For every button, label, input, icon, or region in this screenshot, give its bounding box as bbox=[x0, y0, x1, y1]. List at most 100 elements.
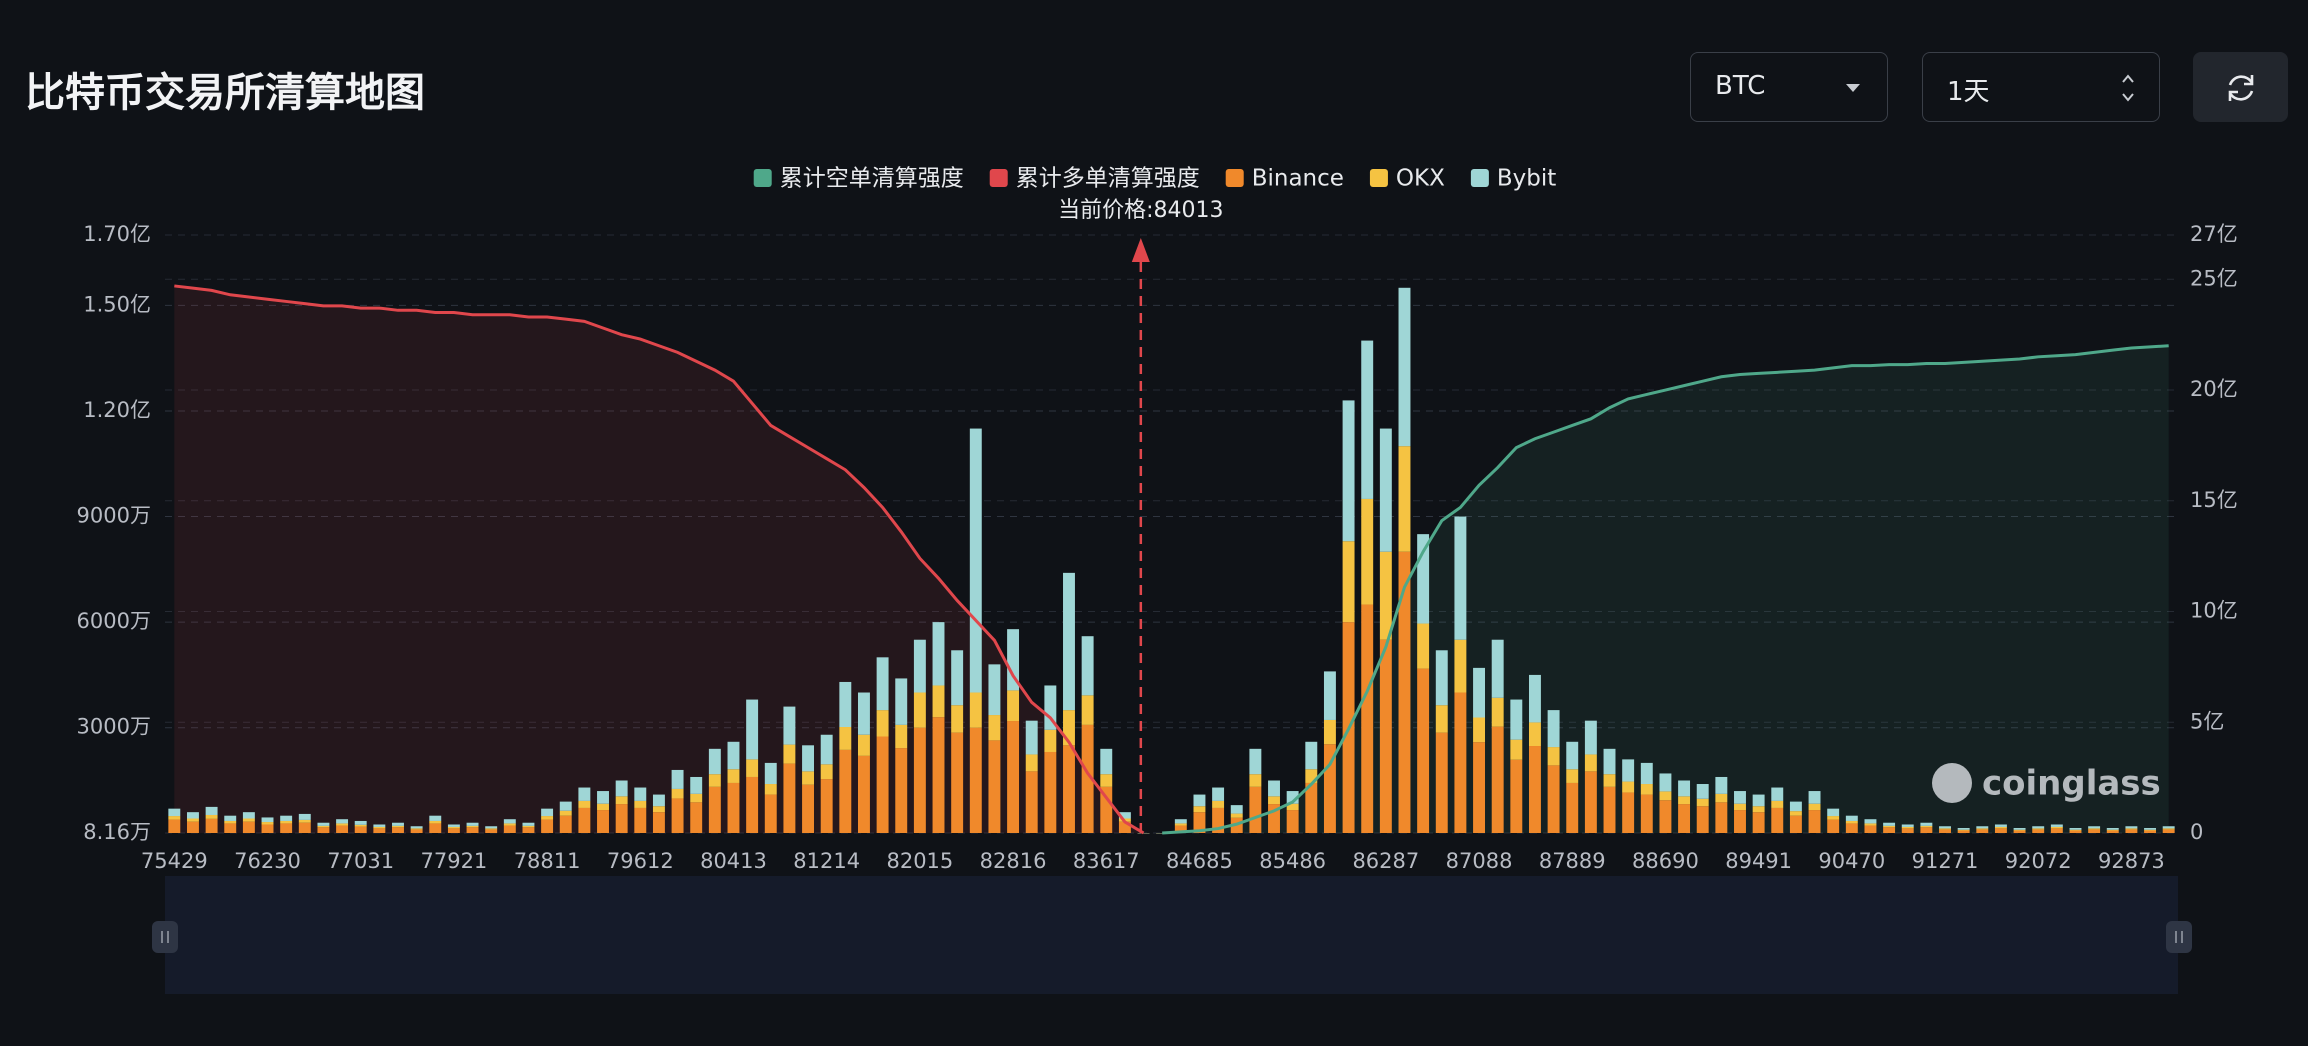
y-tick-label: 1.20亿 bbox=[83, 398, 151, 422]
bar-segment bbox=[1323, 744, 1336, 833]
bar-segment bbox=[1808, 803, 1821, 811]
x-tick-label: 82015 bbox=[886, 849, 953, 873]
bar-segment bbox=[1734, 803, 1746, 811]
bar-segment bbox=[1193, 806, 1206, 813]
bar-segment bbox=[1678, 796, 1691, 805]
bar-segment bbox=[783, 744, 796, 764]
bar-segment bbox=[205, 814, 218, 819]
bar-segment bbox=[1696, 798, 1709, 807]
symbol-select[interactable]: BTC bbox=[1690, 52, 1888, 122]
bar-segment bbox=[1174, 825, 1187, 833]
bar-segment bbox=[392, 827, 404, 833]
bar-segment bbox=[410, 829, 423, 833]
zoom-slider[interactable] bbox=[165, 876, 2178, 994]
bar-segment bbox=[1547, 747, 1560, 766]
bar-segment bbox=[1361, 604, 1374, 833]
legend-swatch bbox=[1470, 169, 1489, 187]
bar-segment bbox=[727, 782, 740, 833]
bar-segment bbox=[1976, 828, 1989, 830]
bar-segment bbox=[2088, 828, 2101, 830]
x-tick-label: 90470 bbox=[1818, 849, 1885, 873]
bar-segment bbox=[503, 823, 516, 826]
y-tick-label: 9000万 bbox=[77, 504, 151, 528]
bar-segment bbox=[1435, 732, 1448, 833]
bar-segment bbox=[1081, 636, 1094, 696]
bar-segment bbox=[1789, 801, 1802, 812]
legend-swatch bbox=[753, 169, 772, 187]
watermark: coinglass bbox=[1982, 764, 2161, 804]
bar-segment bbox=[1566, 769, 1579, 783]
legend-swatch bbox=[1225, 169, 1244, 187]
bar-segment bbox=[1622, 792, 1635, 833]
x-tick-label: 88690 bbox=[1632, 849, 1699, 873]
bar-segment bbox=[820, 779, 833, 833]
bar-segment bbox=[1715, 793, 1728, 803]
x-tick-label: 75429 bbox=[141, 849, 208, 873]
bar-segment bbox=[1901, 828, 1914, 833]
refresh-button[interactable] bbox=[2193, 52, 2288, 122]
bar-segment bbox=[242, 812, 255, 819]
bar-segment bbox=[1976, 829, 1989, 833]
bar-segment bbox=[261, 824, 274, 833]
bar-segment bbox=[559, 810, 572, 816]
bar-segment bbox=[1864, 825, 1877, 833]
bar-segment bbox=[652, 812, 665, 833]
x-tick-label: 87889 bbox=[1539, 849, 1606, 873]
period-select[interactable]: 1天 bbox=[1922, 52, 2160, 122]
bar-segment bbox=[615, 796, 628, 805]
x-tick-label: 91271 bbox=[1912, 849, 1979, 873]
zoom-handle-left[interactable] bbox=[152, 921, 178, 953]
bar-segment bbox=[1845, 820, 1858, 824]
bar-segment bbox=[373, 824, 386, 827]
bar-segment bbox=[1603, 786, 1616, 833]
bar-segment bbox=[764, 784, 777, 795]
bar-segment bbox=[1547, 710, 1560, 748]
bar-segment bbox=[298, 822, 311, 833]
bar-segment bbox=[1640, 784, 1653, 795]
x-tick-label: 77921 bbox=[420, 849, 487, 873]
bar-segment bbox=[1305, 769, 1318, 783]
bar-segment bbox=[2013, 829, 2026, 831]
bar-segment bbox=[1305, 741, 1318, 770]
bar-segment bbox=[559, 815, 572, 833]
bar-segment bbox=[1659, 791, 1672, 801]
bar-segment bbox=[1025, 720, 1038, 755]
bar-segment bbox=[988, 664, 1001, 716]
bar-segment bbox=[802, 771, 815, 785]
bar-segment bbox=[503, 819, 516, 824]
bar-segment bbox=[1920, 822, 1933, 826]
bar-segment bbox=[2013, 828, 2026, 830]
bar-segment bbox=[1622, 759, 1635, 782]
bar-segment bbox=[466, 827, 479, 833]
bar-segment bbox=[1752, 806, 1765, 813]
bar-segment bbox=[1771, 807, 1784, 833]
bar-segment bbox=[1827, 819, 1840, 833]
bar-segment bbox=[447, 824, 460, 827]
legend-swatch bbox=[1369, 169, 1388, 187]
bar-segment bbox=[1212, 800, 1225, 808]
x-tick-label: 82816 bbox=[980, 849, 1047, 873]
bar-segment bbox=[2125, 829, 2138, 833]
bar-segment bbox=[1100, 748, 1113, 775]
bar-segment bbox=[1957, 829, 1970, 831]
bar-segment bbox=[1901, 824, 1914, 827]
bar-segment bbox=[1659, 773, 1672, 792]
zoom-handle-right[interactable] bbox=[2166, 921, 2192, 953]
bar-segment bbox=[1584, 771, 1597, 833]
bar-segment bbox=[1081, 724, 1094, 833]
bar-segment bbox=[1100, 786, 1113, 833]
bar-segment bbox=[690, 776, 703, 794]
bar-segment bbox=[1398, 551, 1411, 833]
bar-segment bbox=[1584, 754, 1597, 772]
bar-segment bbox=[895, 724, 908, 749]
bar-segment bbox=[578, 787, 591, 801]
y2-tick-label: 25亿 bbox=[2190, 266, 2238, 290]
bar-segment bbox=[1939, 829, 1951, 833]
bar-segment bbox=[839, 727, 852, 750]
bar-segment bbox=[1025, 754, 1038, 772]
page-title: 比特币交易所清算地图 bbox=[25, 70, 425, 116]
bar-segment bbox=[969, 428, 982, 693]
bar-segment bbox=[988, 740, 1001, 833]
bar-segment bbox=[1864, 819, 1877, 824]
bar-segment bbox=[988, 715, 1001, 741]
